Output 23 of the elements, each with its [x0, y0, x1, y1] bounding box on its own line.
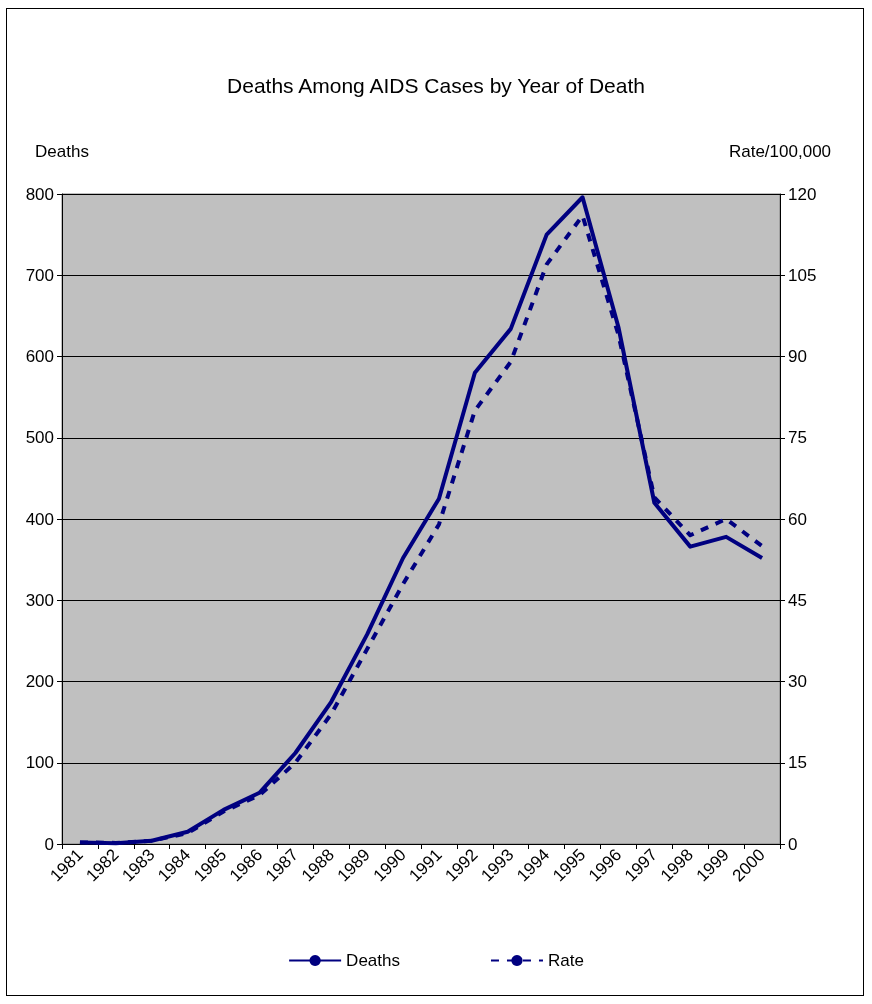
y2-axis-title: Rate/100,000 — [728, 142, 832, 161]
y2-tick-label: 90 — [788, 347, 807, 366]
y2-tick-label: 0 — [788, 834, 798, 854]
y2-tick-label: 75 — [788, 428, 807, 448]
y-tick-label: 0 — [44, 834, 54, 854]
legend-label: Rate — [547, 951, 584, 970]
y2-tick-label: 45 — [788, 590, 807, 610]
y2-tick-label: 60 — [788, 509, 807, 529]
y-tick-label: 100 — [25, 753, 54, 773]
y2-tick-label: 105 — [788, 265, 817, 285]
chart-title: Deaths Among AIDS Cases by Year of Death — [227, 74, 645, 97]
y-tick-label: 300 — [25, 590, 54, 610]
y2-tick-label: 15 — [788, 753, 807, 773]
y2-tick-label: 30 — [788, 672, 807, 691]
y-tick-label: 500 — [25, 428, 54, 448]
y-tick-label: 600 — [25, 347, 54, 366]
y-tick-label: 700 — [25, 265, 54, 285]
y-tick-label: 400 — [25, 509, 54, 529]
y2-tick-label: 120 — [788, 184, 817, 204]
y-tick-label: 200 — [25, 672, 54, 691]
y-tick-label: 800 — [25, 184, 54, 204]
y-axis-title: Deaths — [35, 142, 89, 161]
legend-label: Deaths — [346, 951, 400, 970]
